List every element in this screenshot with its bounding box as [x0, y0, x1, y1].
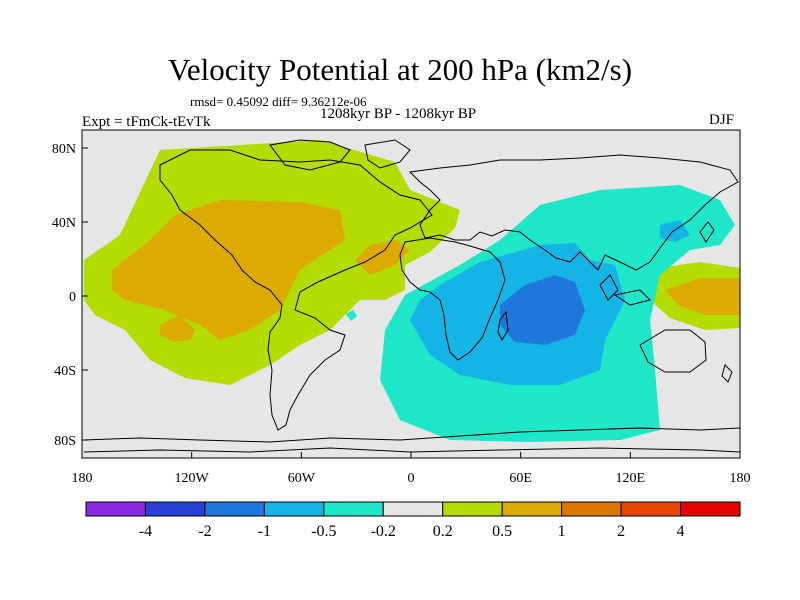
contour-positive-mid-americas: [112, 200, 345, 340]
colorbar-swatch: [204, 501, 265, 517]
longitude-axis: 180 120W 60W 0 60E 120E 180: [72, 452, 751, 486]
season-label: DJF: [709, 112, 735, 128]
lat-label: 40N: [52, 216, 76, 231]
contour-negative-light-spot: [346, 310, 357, 321]
colorbar-label: 4: [677, 523, 685, 540]
map-title: Velocity Potential at 200 hPa (km2/s): [167, 52, 633, 87]
colorbar-swatch: [501, 501, 563, 517]
lon-label: 60W: [288, 471, 316, 486]
colorbar-swatch: [144, 501, 206, 517]
map-panel: [81, 129, 741, 459]
lon-label: 180: [72, 471, 93, 486]
contour-positive-mid-pacific: [160, 315, 195, 342]
contour-negative-strong-indian: [500, 275, 585, 345]
colorbar-label: 0.2: [433, 523, 453, 540]
colorbar-swatch: [561, 501, 622, 517]
lon-label: 60E: [509, 471, 532, 486]
period-label: 1208kyr BP - 1208kyr BP: [320, 106, 477, 122]
colorbar: -4 -2 -1 -0.5 -0.2 0.2 0.5 1 2 4: [85, 501, 741, 540]
colorbar-label: -0.5: [311, 523, 336, 540]
colorbar-swatch: [323, 501, 384, 517]
contour-positive-mid-westpacific: [665, 278, 740, 315]
lon-label: 0: [408, 471, 415, 486]
lat-label: 80S: [54, 434, 76, 449]
lat-label: 0: [69, 290, 76, 305]
contour-positive-mid-atlantic: [355, 240, 410, 275]
colorbar-swatch: [620, 501, 682, 517]
lon-label: 120E: [616, 471, 646, 486]
colorbar-label: -0.2: [371, 523, 396, 540]
lat-label: 80N: [52, 142, 76, 157]
lat-label: 40S: [54, 364, 76, 379]
colorbar-label: -1: [258, 523, 271, 540]
colorbar-label: 1: [558, 523, 566, 540]
colorbar-label: 0.5: [492, 523, 512, 540]
lon-label: 180: [730, 471, 751, 486]
experiment-label: Expt = tFmCk-tEvTk: [82, 114, 211, 130]
colorbar-label: -4: [139, 523, 152, 540]
stats-label: rmsd= 0.45092 diff= 9.36212e-06: [190, 94, 367, 109]
colorbar-swatch: [263, 501, 325, 517]
coastlines: [83, 139, 741, 453]
latitude-axis: 80N 40N 0 40S 80S: [52, 142, 88, 449]
colorbar-label: -2: [198, 523, 211, 540]
colorbar-swatch: [680, 501, 741, 517]
colorbar-swatch: [442, 501, 503, 517]
colorbar-swatch: [382, 501, 444, 517]
lon-label: 120W: [175, 471, 210, 486]
colorbar-swatch: [85, 501, 146, 517]
colorbar-label: 2: [617, 523, 625, 540]
